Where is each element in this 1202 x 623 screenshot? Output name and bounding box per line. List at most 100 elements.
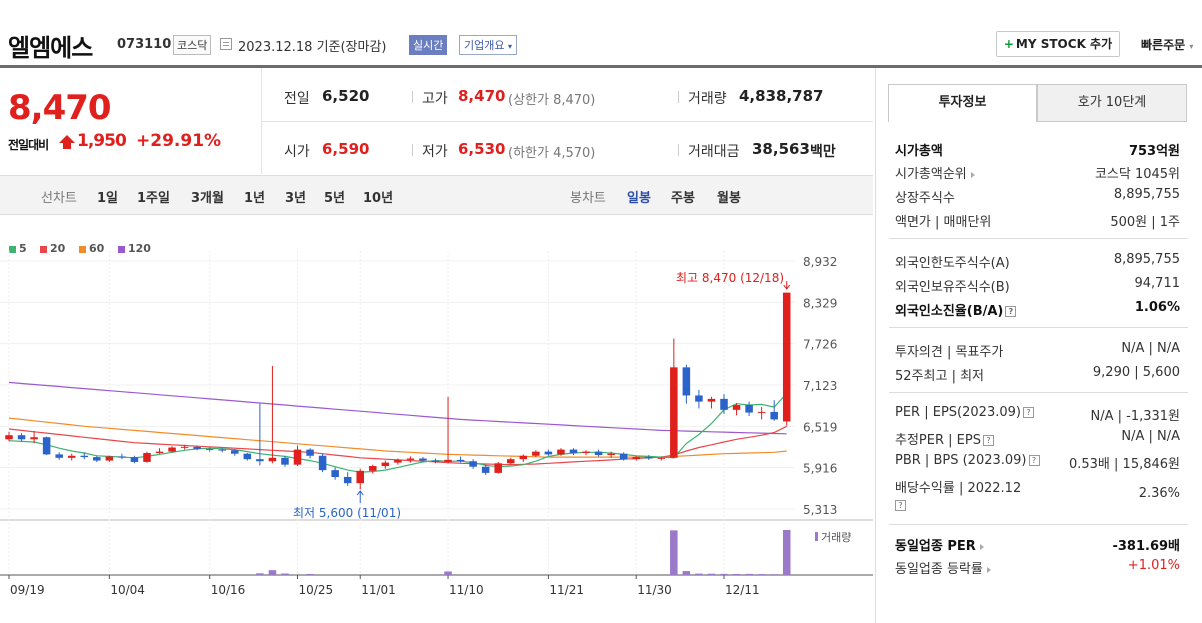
candle-daily[interactable]: 일봉 xyxy=(627,191,651,206)
candle-body xyxy=(757,411,766,413)
market-cap-value: 753억원 xyxy=(1128,144,1180,159)
x-tick-label: 10/16 xyxy=(211,583,246,597)
est-per-eps-label: 추정PER | EPS? xyxy=(895,429,994,448)
industry-per-row[interactable]: 동일업종 PER xyxy=(895,535,984,554)
period-1d[interactable]: 1일 xyxy=(97,191,119,206)
price-chart[interactable]: 09/19 10/04 10/16 10/25 11/01 11/10 11/21 11/30… xyxy=(0,230,873,623)
my-stock-add-button[interactable]: + MY STOCK 추가 xyxy=(996,31,1120,57)
x-tick-label: 12/11 xyxy=(725,583,760,597)
low-value: 6,530 xyxy=(458,140,506,158)
per-value: N/A xyxy=(1090,409,1114,424)
date-line: 2023.12.18 기준(장마감) xyxy=(238,40,387,55)
pbr-bps-label: PBR | BPS (2023.09)? xyxy=(895,453,1040,468)
foreign-ratio-label: 외국인소진율(B/A) xyxy=(895,304,1004,319)
period-10y[interactable]: 10년 xyxy=(363,191,394,206)
par-value: 500원 xyxy=(1110,215,1148,230)
candle-body xyxy=(670,367,678,458)
up-arrow-icon xyxy=(59,135,75,149)
lower-limit: (하한가 4,570) xyxy=(508,146,596,161)
candle-body xyxy=(644,457,653,459)
upper-limit: (상한가 8,470) xyxy=(508,93,596,108)
help-icon[interactable]: ? xyxy=(1028,455,1040,466)
y-tick-label: 7,123 xyxy=(803,379,837,393)
period-1w[interactable]: 1주일 xyxy=(137,191,170,206)
chevron-down-icon: ▾ xyxy=(1189,42,1194,51)
foreign-limit-label: 외국인한도주식수(A) xyxy=(895,256,1010,271)
par-unit-label: 액면가 | 매매단위 xyxy=(895,215,992,230)
quick-order-button[interactable]: 빠른주문 ▾ xyxy=(1141,36,1193,53)
change-amount: 1,950 xyxy=(77,131,127,151)
x-tick-label: 11/21 xyxy=(549,583,584,597)
company-overview-dropdown[interactable]: 기업개요 ▾ xyxy=(459,35,517,55)
candle-body xyxy=(30,437,38,440)
target-label: 목표주가 xyxy=(955,345,1004,360)
period-3y[interactable]: 3년 xyxy=(285,191,307,206)
current-price: 8,470 xyxy=(8,88,112,128)
industry-change-row[interactable]: 동일업종 등락률 xyxy=(895,558,991,577)
stock-name: 엘엠에스 xyxy=(8,34,93,62)
candle-body xyxy=(745,405,753,413)
candle-body xyxy=(155,451,164,454)
candle-body xyxy=(231,450,239,454)
dividend-help[interactable]: ? xyxy=(895,498,906,513)
legend-swatch xyxy=(118,245,125,253)
candle-body xyxy=(369,466,377,471)
pbr-label: PBR xyxy=(895,453,921,468)
cap-rank-row[interactable]: 시가총액순위 xyxy=(895,163,975,182)
period-5y[interactable]: 5년 xyxy=(324,191,346,206)
eps-value: -1,331원 xyxy=(1126,409,1180,424)
help-icon[interactable]: ? xyxy=(1005,306,1017,317)
y-tick-label: 5,313 xyxy=(803,503,837,517)
industry-change-label: 동일업종 등락률 xyxy=(895,562,983,577)
dividend-value: 2.36% xyxy=(1138,486,1180,501)
candle-body xyxy=(770,411,778,420)
industry-per-label: 동일업종 PER xyxy=(895,539,976,554)
help-icon[interactable]: ? xyxy=(1022,407,1034,418)
y-tick-label: 8,329 xyxy=(803,296,837,310)
candle-body xyxy=(281,457,289,465)
ma120-line xyxy=(8,381,787,435)
y-tick-label: 5,916 xyxy=(803,462,837,476)
candle-body xyxy=(80,455,89,458)
candle-body xyxy=(168,447,176,452)
realtime-button[interactable]: 실시간 xyxy=(409,35,448,55)
period-3m[interactable]: 3개월 xyxy=(191,191,224,206)
candle-body xyxy=(55,454,63,458)
candle-body xyxy=(343,476,352,484)
par-label: 액면가 xyxy=(895,215,931,230)
candle-body xyxy=(130,457,139,462)
divider xyxy=(889,238,1188,239)
market-cap-label: 시가총액 xyxy=(895,144,943,159)
volume-bar xyxy=(745,573,753,575)
candle-body xyxy=(544,451,553,455)
foreign-ratio-row: 외국인소진율(B/A)? xyxy=(895,300,1017,319)
opinion-value: N/A xyxy=(1121,341,1145,356)
candle-monthly[interactable]: 월봉 xyxy=(717,191,741,206)
candle-body xyxy=(557,449,565,455)
tab-investment-info[interactable]: 투자정보 xyxy=(888,84,1037,122)
foreign-limit-value: 8,895,755 xyxy=(1113,252,1180,267)
candle-body xyxy=(381,462,390,467)
candle-body xyxy=(93,457,101,461)
pbr-bps-value: 0.53배 | 15,846원 xyxy=(1068,457,1180,472)
help-icon[interactable]: ? xyxy=(982,435,994,446)
amount-label: 거래대금 xyxy=(688,144,740,160)
w52-low-label: 최저 xyxy=(960,369,985,384)
volume-bar xyxy=(444,571,452,575)
header-divider xyxy=(0,65,1202,68)
volume-bar xyxy=(757,574,766,575)
candle-chart-label: 봉차트 xyxy=(570,191,606,206)
bps-label: BPS (2023.09) xyxy=(933,453,1027,468)
dividend-label: 배당수익률 | 2022.12 xyxy=(895,481,1022,496)
period-1y[interactable]: 1년 xyxy=(244,191,266,206)
high-value: 8,470 xyxy=(458,87,506,105)
dividend-period: 2022.12 xyxy=(967,481,1022,496)
w52-high-value: 9,290 xyxy=(1092,365,1131,380)
candle-weekly[interactable]: 주봉 xyxy=(671,191,695,206)
help-icon[interactable]: ? xyxy=(895,500,906,511)
candle-body xyxy=(394,459,402,463)
legend-label: 20 xyxy=(50,242,66,255)
tab-order-book[interactable]: 호가 10단계 xyxy=(1037,84,1187,122)
candle-body xyxy=(494,463,502,473)
w52-value: 9,290 | 5,600 xyxy=(1092,365,1180,380)
